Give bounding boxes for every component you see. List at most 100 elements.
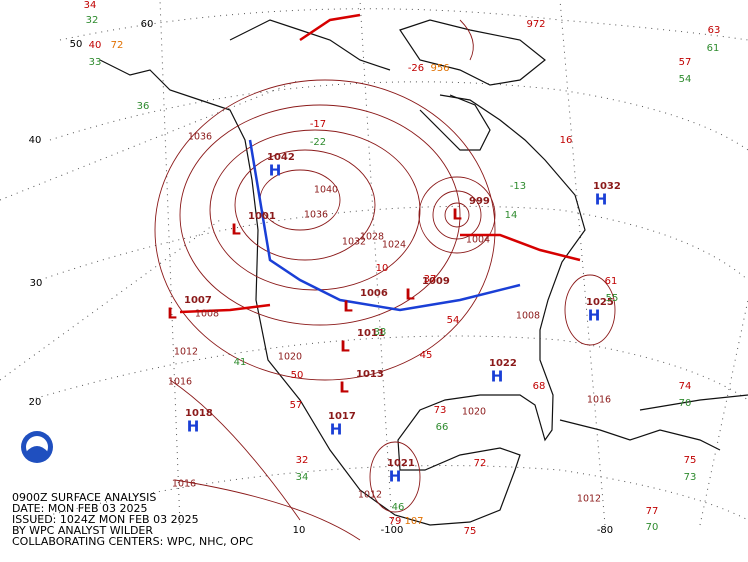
coastline — [99, 19, 748, 526]
station-value: 45 — [420, 350, 433, 361]
station-value: 57 — [679, 57, 692, 68]
pressure-center-symbol: H — [187, 418, 200, 436]
station-value: 50 — [291, 370, 304, 381]
station-value: -17 — [310, 119, 326, 130]
station-value: -22 — [310, 137, 326, 148]
station-value: 41 — [234, 357, 247, 368]
station-value: 75 — [464, 526, 477, 537]
station-value: 37 — [424, 274, 437, 285]
footer-line: BY WPC ANALYST WILDER — [12, 524, 153, 537]
pressure-center-value: 1018 — [185, 408, 213, 419]
pressure-center-symbol: L — [167, 305, 177, 323]
station-value: 74 — [679, 381, 692, 392]
pressure-center-value: 1009 — [422, 276, 450, 287]
pressure-center-symbol: L — [405, 286, 415, 304]
station-value: 36 — [137, 101, 150, 112]
station-value: 61 — [605, 276, 618, 287]
isobar-label: 1036 — [304, 210, 328, 221]
station-value: 70 — [679, 398, 692, 409]
pressure-center-symbol: H — [491, 368, 504, 386]
station-value: 72 — [111, 40, 124, 51]
station-value: -13 — [510, 181, 526, 192]
pressure-center-value: 1032 — [593, 181, 621, 192]
station-value: 68 — [533, 381, 546, 392]
station-value: 16 — [560, 135, 573, 146]
pressure-center-value: 1021 — [387, 458, 415, 469]
graticule-label: 50 — [70, 39, 83, 50]
station-value: 70 — [646, 522, 659, 533]
station-value: 10 — [376, 263, 389, 274]
station-value: 46 — [392, 502, 405, 513]
station-value: 66 — [436, 422, 449, 433]
pressure-center-symbol: H — [389, 468, 402, 486]
station-value: 61 — [707, 43, 720, 54]
station-value: 54 — [679, 74, 692, 85]
station-value: 33 — [374, 327, 387, 338]
footer-line: 0900Z SURFACE ANALYSIS — [12, 491, 156, 504]
graticule-label: 30 — [30, 278, 43, 289]
isobar-label: 1016 — [587, 395, 611, 406]
station-value: 32 — [296, 455, 309, 466]
isobar-label: 1028 — [360, 232, 384, 243]
station-value: 77 — [646, 506, 659, 517]
station-value: 40 — [89, 40, 102, 51]
pressure-center-value: 1011 — [357, 328, 385, 339]
fronts — [179, 13, 581, 314]
pressure-center-value: 1025 — [586, 297, 614, 308]
pressure-center-value: 1013 — [356, 369, 384, 380]
isobar-label: 1004 — [466, 235, 490, 246]
graticule-label: -100 — [381, 525, 404, 536]
station-value: 33 — [89, 57, 102, 68]
footer-line: ISSUED: 1024Z MON FEB 03 2025 — [12, 513, 199, 526]
pressure-center-value: 1007 — [184, 295, 212, 306]
station-value: 34 — [84, 0, 97, 11]
station-value: 73 — [684, 472, 697, 483]
graticule — [0, 0, 748, 526]
noaa-logo — [21, 431, 53, 463]
isobar-label: 1012 — [358, 490, 382, 501]
station-value: 75 — [684, 455, 697, 466]
isobar-label: 1020 — [278, 352, 302, 363]
footer-line: COLLABORATING CENTERS: WPC, NHC, OPC — [12, 535, 253, 548]
graticule-label: 10 — [293, 525, 306, 536]
pressure-center-value: 1001 — [248, 211, 276, 222]
station-value: 72 — [474, 458, 487, 469]
isobar-label: 1012 — [174, 347, 198, 358]
station-value: 79 — [389, 516, 402, 527]
pressure-center-symbol: H — [269, 162, 282, 180]
station-value: 73 — [434, 405, 447, 416]
station-value: 63 — [708, 25, 721, 36]
isobar-label: 1008 — [195, 309, 219, 320]
isobars — [154, 19, 616, 541]
footer-line: DATE: MON FEB 03 2025 — [12, 502, 148, 515]
graticule-label: -80 — [597, 525, 613, 536]
pressure-center-symbol: H — [330, 421, 343, 439]
station-value: 107 — [404, 516, 423, 527]
isobar-label: 1016 — [172, 479, 196, 490]
station-value: 14 — [505, 210, 518, 221]
pressure-center-value: 1022 — [489, 358, 517, 369]
pressure-center-symbol: L — [339, 379, 349, 397]
station-value: 34 — [296, 472, 309, 483]
isobar-label: 1032 — [342, 237, 366, 248]
graticule-label: 60 — [141, 19, 154, 30]
station-value: -26 — [408, 63, 424, 74]
pressure-center-value: 1006 — [360, 288, 388, 299]
pressure-center-symbol: L — [452, 206, 462, 224]
graticule-label: 40 — [29, 135, 42, 146]
station-value: 55 — [606, 293, 619, 304]
pressure-center-value: 1042 — [267, 152, 295, 163]
isobar-label: 1040 — [314, 185, 338, 196]
station-value: 956 — [430, 63, 449, 74]
pressure-center-symbol: H — [588, 307, 601, 325]
pressure-center-symbol: L — [340, 338, 350, 356]
pressure-center-symbol: L — [343, 298, 353, 316]
pressure-center-value: 1017 — [328, 411, 356, 422]
station-value: 32 — [86, 15, 99, 26]
isobar-label: 1024 — [382, 240, 406, 251]
isobar-label: 1012 — [577, 494, 601, 505]
isobar-label: 1020 — [462, 407, 486, 418]
pressure-center-value: 999 — [469, 196, 490, 207]
station-value: 57 — [290, 400, 303, 411]
